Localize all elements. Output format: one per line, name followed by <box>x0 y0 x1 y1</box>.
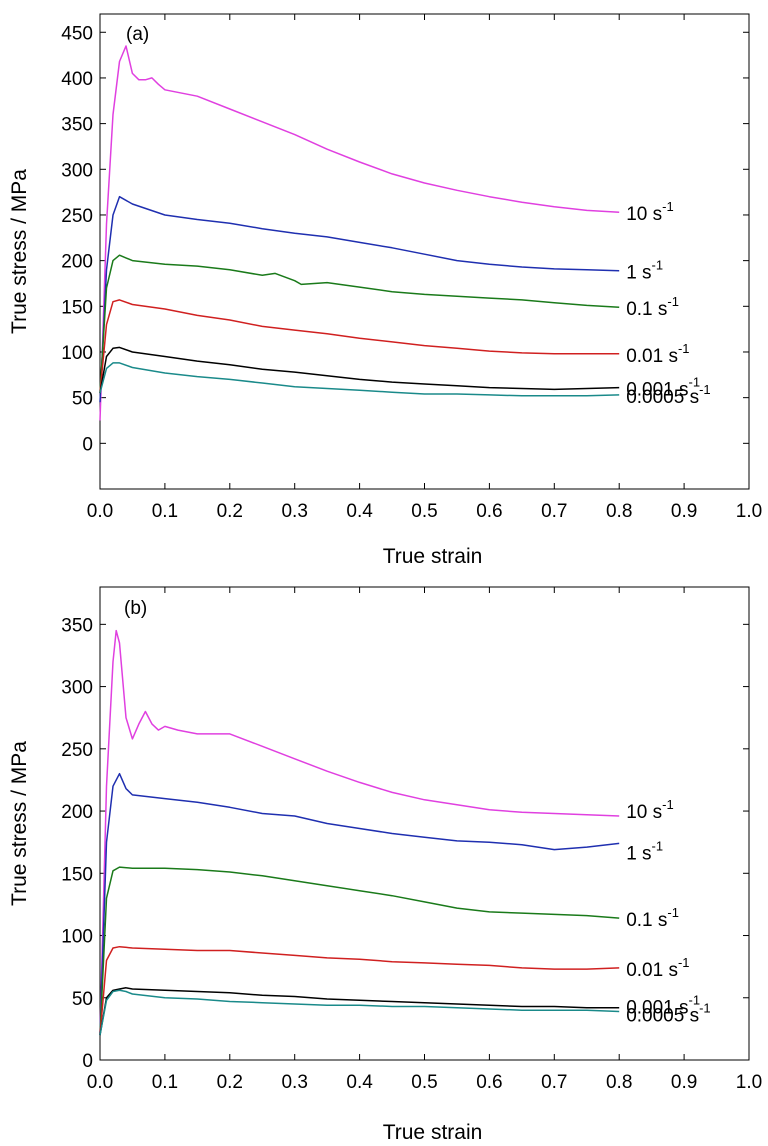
series-label-text: 10 s <box>626 802 662 823</box>
series-line-10s <box>99 629 620 1036</box>
plot-frame <box>99 13 750 490</box>
x-tick-label: 0.0 <box>87 501 113 522</box>
x-tick-label: 0.3 <box>281 1072 307 1093</box>
y-axis-title: True stress / MPa <box>8 169 31 334</box>
series-label-superscript: -1 <box>699 1000 711 1015</box>
series-end-label: 0.1 s-1 <box>626 294 679 320</box>
series-line-0p001s <box>99 346 620 394</box>
panel-label: (a) <box>126 24 149 45</box>
series-label-superscript: -1 <box>662 797 674 812</box>
x-tick-label: 0.4 <box>346 1072 373 1093</box>
y-tick-label: 100 <box>61 343 93 364</box>
x-tick-label: 1.0 <box>736 1072 762 1093</box>
y-tick-label: 250 <box>61 206 93 227</box>
x-axis-title: True strain <box>383 1121 483 1144</box>
x-tick-label: 0.8 <box>606 501 632 522</box>
x-tick-label: 0.5 <box>411 1072 437 1093</box>
series-label-text: 1 s <box>626 843 651 864</box>
series-line-0p1s <box>99 254 620 394</box>
x-axis-title: True strain <box>383 545 483 568</box>
series-label-superscript: -1 <box>662 199 674 214</box>
x-tick-label: 0.5 <box>411 501 437 522</box>
series-end-label: 0.001 s-1 <box>626 993 700 1019</box>
x-tick-label: 0.1 <box>152 501 178 522</box>
series-end-label: 0.001 s-1 <box>626 375 700 401</box>
series-line-0p0005s <box>99 362 620 397</box>
y-tick-label: 300 <box>61 160 93 181</box>
series-line-1s <box>99 195 620 403</box>
series-label-superscript: -1 <box>689 375 701 390</box>
y-tick-label: 350 <box>61 115 93 136</box>
y-tick-label: 350 <box>61 615 93 636</box>
y-tick-label: 50 <box>72 989 93 1010</box>
series-label-text: 0.1 s <box>626 299 667 320</box>
x-tick-label: 0.0 <box>87 1072 113 1093</box>
series-label-superscript: -1 <box>667 294 679 309</box>
series-end-label: 1 s-1 <box>626 258 663 284</box>
series-label-text: 0.001 s <box>626 998 688 1019</box>
series-label-superscript: -1 <box>699 382 711 397</box>
y-tick-label: 400 <box>61 69 93 90</box>
series-label-superscript: -1 <box>652 258 664 273</box>
y-tick-label: 200 <box>61 802 93 823</box>
series-label-superscript: -1 <box>678 341 690 356</box>
y-tick-label: 300 <box>61 678 93 699</box>
plot-frame <box>99 586 750 1061</box>
series-label-superscript: -1 <box>667 905 679 920</box>
series-label-text: 0.001 s <box>626 380 688 401</box>
x-tick-label: 0.8 <box>606 1072 632 1093</box>
y-tick-label: 200 <box>61 252 93 273</box>
series-label-text: 0.01 s <box>626 960 678 981</box>
series-end-label: 1 s-1 <box>626 838 663 864</box>
series-end-label: 0.1 s-1 <box>626 905 679 931</box>
series-label-text: 0.0005 s <box>626 1005 699 1026</box>
x-tick-label: 0.2 <box>217 501 243 522</box>
series-end-label: 0.01 s-1 <box>626 341 689 367</box>
y-tick-label: 250 <box>61 740 93 761</box>
x-tick-label: 0.7 <box>541 1072 567 1093</box>
x-tick-label: 1.0 <box>736 501 762 522</box>
series-label-superscript: -1 <box>689 993 701 1008</box>
x-tick-label: 0.3 <box>281 501 307 522</box>
x-tick-label: 0.7 <box>541 501 567 522</box>
y-tick-label: 100 <box>61 927 93 948</box>
y-tick-label: 150 <box>61 297 93 318</box>
y-tick-label: 150 <box>61 864 93 885</box>
series-label-superscript: -1 <box>652 838 664 853</box>
y-tick-label: 50 <box>72 389 93 410</box>
x-tick-label: 0.6 <box>476 501 502 522</box>
series-label-text: 0.1 s <box>626 910 667 931</box>
series-end-label: 10 s-1 <box>626 199 673 225</box>
series-end-label: 0.0005 s-1 <box>626 1000 710 1026</box>
panel-label: (b) <box>124 598 147 619</box>
series-label-text: 0.0005 s <box>626 387 699 408</box>
x-tick-label: 0.2 <box>217 1072 243 1093</box>
series-label-text: 1 s <box>626 263 651 284</box>
y-tick-label: 0 <box>82 1051 93 1072</box>
series-line-10s <box>99 45 620 421</box>
series-end-label: 0.0005 s-1 <box>626 382 710 408</box>
series-end-label: 10 s-1 <box>626 797 673 823</box>
y-tick-label: 0 <box>82 434 93 455</box>
series-label-superscript: -1 <box>678 955 690 970</box>
chart-panel-a: 0.0 0.1 0.2 0.3 0.4 0.5 0.6 0.7 0.8 0.9 1.0 0 50 100 1… <box>8 13 762 568</box>
series-line-0p01s <box>99 945 620 1036</box>
x-tick-label: 0.1 <box>152 1072 178 1093</box>
y-tick-label: 450 <box>61 23 93 44</box>
y-axis-title: True stress / MPa <box>8 741 31 906</box>
x-tick-label: 0.9 <box>671 1072 697 1093</box>
series-line-0p1s <box>99 866 620 1036</box>
series-line-0p001s <box>99 987 620 1036</box>
x-tick-label: 0.9 <box>671 501 697 522</box>
series-line-1s <box>99 772 620 1036</box>
chart-panel-b: 0.0 0.1 0.2 0.3 0.4 0.5 0.6 0.7 0.8 0.9 1.0 0 50 100 1… <box>8 586 762 1144</box>
series-label-text: 0.01 s <box>626 346 678 367</box>
series-label-text: 10 s <box>626 204 662 225</box>
x-tick-label: 0.4 <box>346 501 373 522</box>
series-line-0p01s <box>99 299 620 394</box>
x-tick-label: 0.6 <box>476 1072 502 1093</box>
series-line-0p0005s <box>99 989 620 1036</box>
series-end-label: 0.01 s-1 <box>626 955 689 981</box>
